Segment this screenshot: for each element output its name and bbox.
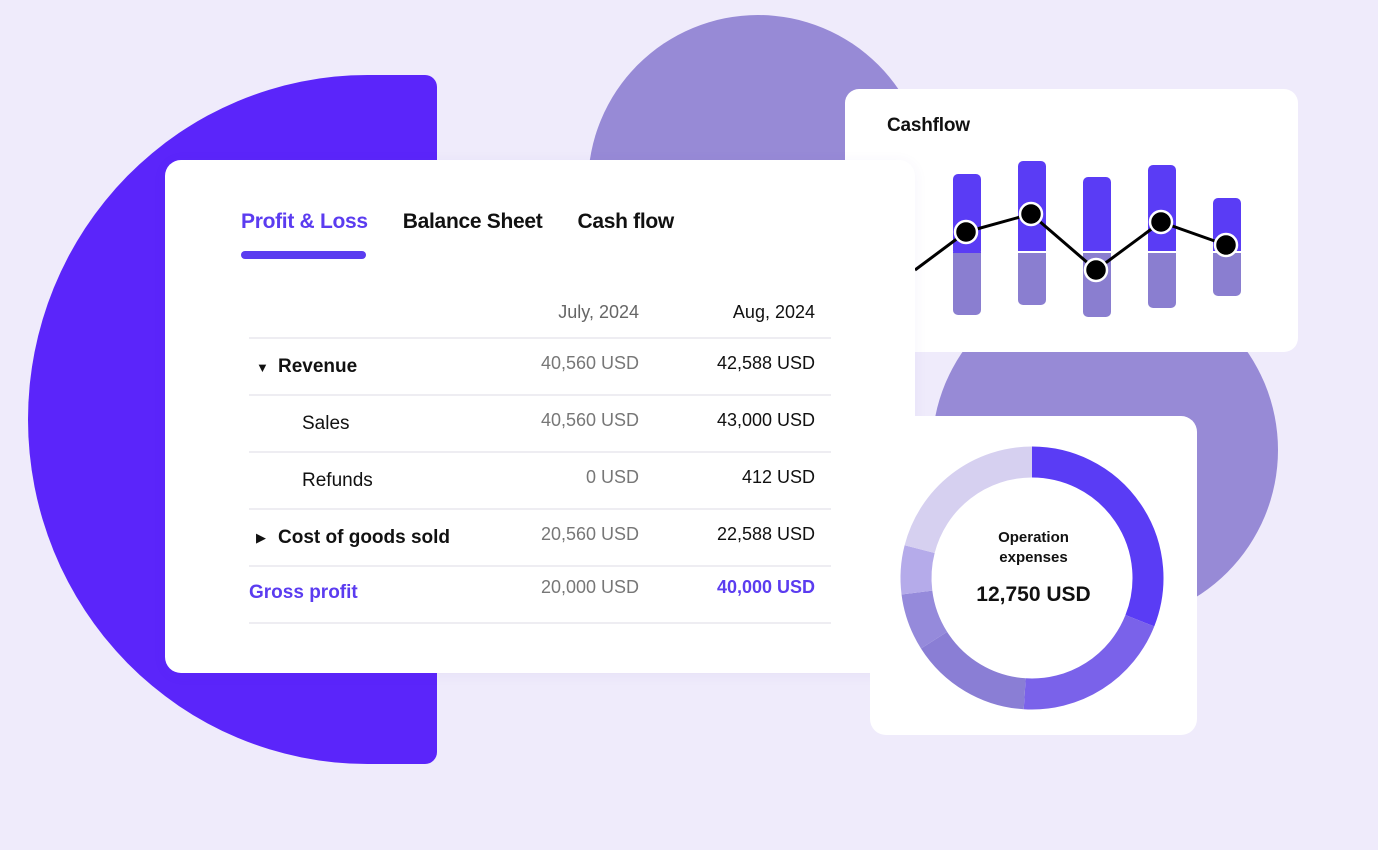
row-label: Revenue [278, 356, 358, 377]
cell-july: 40,560 USD [540, 410, 639, 430]
row-label: Sales [302, 413, 350, 434]
tab-balance-sheet[interactable]: Balance Sheet [402, 210, 543, 233]
table-row-revenue[interactable]: ▼ Revenue 40,560 USD 42,588 USD [249, 339, 831, 396]
point-5 [1213, 232, 1239, 258]
profit-loss-card: Profit & Loss Balance Sheet Cash flow Ju… [165, 160, 915, 673]
row-label: Refunds [302, 470, 373, 491]
caret-down-icon[interactable]: ▼ [256, 359, 269, 375]
net-cashflow-points [953, 201, 1239, 283]
tab-profit-loss[interactable]: Profit & Loss [241, 210, 368, 233]
bar-outflow-2 [1018, 253, 1046, 305]
donut-segment-4 [901, 590, 948, 649]
tab-cash-flow[interactable]: Cash flow [577, 210, 674, 233]
profit-loss-table: July, 2024 Aug, 2024 ▼ Revenue 40,560 US… [249, 288, 831, 624]
donut-segment-2 [1023, 614, 1155, 710]
cell-aug: 40,000 USD [716, 577, 815, 597]
point-2 [1018, 201, 1044, 227]
table-row-sales: Sales 40,560 USD 43,000 USD [249, 396, 831, 453]
cell-aug: 42,588 USD [716, 353, 815, 373]
bar-inflow-4 [1148, 165, 1176, 251]
column-header-july: July, 2024 [558, 302, 639, 322]
cell-july: 40,560 USD [540, 353, 639, 373]
table-header: July, 2024 Aug, 2024 [249, 288, 831, 339]
table-row-gross-profit: Gross profit 20,000 USD 40,000 USD [249, 567, 831, 624]
cashflow-bars [953, 161, 1241, 317]
cell-july: 0 USD [585, 467, 639, 487]
donut-label: Operation expenses [998, 529, 1069, 566]
cashflow-title: Cashflow [887, 115, 970, 136]
cell-july: 20,560 USD [540, 524, 639, 544]
point-3 [1083, 257, 1109, 283]
active-tab-indicator [241, 251, 366, 259]
operation-expenses-donut [900, 446, 1164, 710]
point-1 [953, 219, 979, 245]
caret-right-icon[interactable]: ▶ [256, 530, 266, 545]
donut-segment-3 [920, 631, 1027, 710]
bar-outflow-1 [953, 253, 981, 315]
cell-aug: 22,588 USD [716, 524, 815, 544]
donut-value: 12,750 USD [976, 583, 1091, 606]
donut-segment-5 [900, 545, 935, 595]
cashflow-chart [914, 161, 1241, 317]
column-header-aug: Aug, 2024 [732, 302, 815, 322]
cell-aug: 412 USD [741, 467, 815, 487]
row-label: Cost of goods sold [278, 527, 451, 548]
point-4 [1148, 209, 1174, 235]
bar-outflow-4 [1148, 253, 1176, 308]
cell-july: 20,000 USD [540, 577, 639, 597]
donut-segment-1 [1031, 446, 1164, 627]
row-label: Gross profit [249, 582, 358, 603]
cashflow-card: Cashflow [845, 89, 1298, 352]
report-tabs: Profit & Loss Balance Sheet Cash flow [241, 210, 709, 234]
cell-aug: 43,000 USD [716, 410, 815, 430]
operation-expenses-card: Operation expenses 12,750 USD [870, 416, 1197, 735]
table-row-cost-of-goods-sold[interactable]: ▶ Cost of goods sold 20,560 USD 22,588 U… [249, 510, 831, 567]
table-row-refunds: Refunds 0 USD 412 USD [249, 453, 831, 510]
bar-outflow-5 [1213, 253, 1241, 296]
bar-inflow-3 [1083, 177, 1111, 251]
donut-segment-6 [904, 446, 1033, 554]
